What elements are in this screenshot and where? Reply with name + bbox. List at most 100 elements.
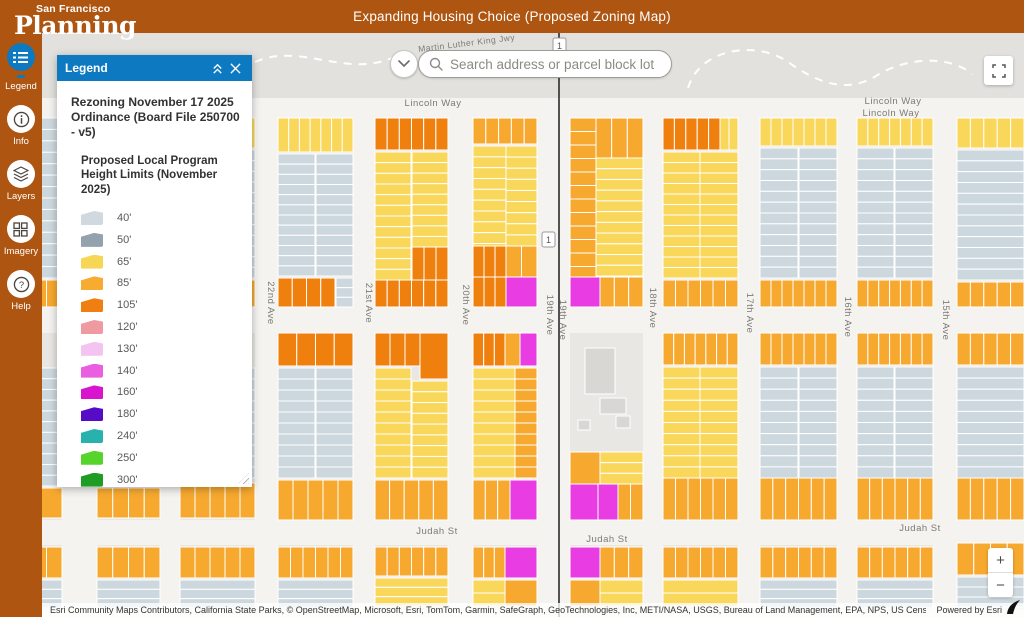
map-parcel[interactable] (798, 223, 838, 236)
map-parcel[interactable] (798, 444, 838, 457)
map-parcel[interactable] (889, 117, 901, 147)
map-parcel[interactable] (179, 579, 256, 590)
map-parcel[interactable] (798, 422, 838, 435)
map-parcel[interactable] (759, 477, 774, 521)
map-parcel[interactable] (956, 236, 1024, 249)
map-parcel[interactable] (725, 477, 739, 521)
map-parcel[interactable] (814, 279, 827, 308)
map-parcel[interactable] (894, 245, 934, 257)
map-parcel[interactable] (277, 173, 316, 185)
map-parcel[interactable] (798, 388, 838, 401)
map-parcel[interactable] (595, 254, 644, 266)
map-parcel[interactable] (386, 117, 400, 151)
map-parcel[interactable] (315, 234, 354, 246)
map-parcel[interactable] (194, 546, 211, 579)
map-parcel[interactable] (662, 399, 701, 412)
map-parcel[interactable] (320, 117, 333, 153)
map-parcel[interactable] (398, 546, 413, 577)
map-parcel[interactable] (277, 422, 316, 435)
map-parcel[interactable] (277, 332, 298, 367)
map-parcel[interactable] (759, 546, 774, 579)
map-parcel[interactable] (403, 479, 420, 521)
map-parcel[interactable] (472, 422, 516, 435)
map-parcel[interactable] (894, 366, 934, 379)
map-parcel[interactable] (374, 422, 412, 435)
map-parcel[interactable] (374, 183, 412, 196)
map-parcel[interactable] (374, 546, 388, 577)
map-parcel[interactable] (687, 546, 701, 579)
map-parcel[interactable] (867, 279, 880, 308)
map-parcel[interactable] (759, 332, 772, 366)
map-parcel[interactable] (956, 466, 1024, 479)
map-parcel[interactable] (505, 276, 538, 308)
map-parcel[interactable] (277, 204, 316, 216)
map-parcel[interactable] (291, 277, 307, 308)
map-parcel[interactable] (239, 482, 256, 519)
map-parcel[interactable] (956, 444, 1024, 457)
map-parcel[interactable] (772, 477, 787, 521)
map-parcel[interactable] (699, 214, 739, 226)
map-parcel[interactable] (472, 232, 507, 245)
map-parcel[interactable] (899, 279, 912, 308)
map-parcel[interactable] (856, 158, 895, 171)
map-parcel[interactable] (128, 546, 145, 579)
map-parcel[interactable] (894, 169, 934, 182)
map-parcel[interactable] (411, 183, 449, 195)
map-parcel[interactable] (803, 332, 816, 366)
map-parcel[interactable] (996, 332, 1012, 366)
map-parcel[interactable] (823, 546, 838, 579)
map-parcel[interactable] (798, 201, 838, 214)
map-parcel[interactable] (209, 546, 226, 579)
map-parcel[interactable] (505, 189, 538, 203)
map-parcel[interactable] (411, 402, 449, 414)
map-parcel[interactable] (485, 117, 500, 145)
help-tool-button[interactable]: ? (7, 270, 35, 298)
map-parcel[interactable] (662, 388, 701, 401)
map-parcel[interactable] (595, 243, 644, 256)
map-parcel[interactable] (712, 546, 726, 579)
map-parcel[interactable] (411, 235, 449, 248)
panel-resize-handle[interactable] (238, 473, 249, 484)
map-parcel[interactable] (699, 162, 739, 174)
map-parcel[interactable] (894, 455, 934, 468)
map-parcel[interactable] (894, 410, 934, 423)
map-parcel[interactable] (599, 276, 615, 308)
map-parcel[interactable] (599, 462, 644, 474)
map-parcel[interactable] (889, 279, 901, 308)
map-parcel[interactable] (699, 410, 739, 423)
map-parcel[interactable] (1010, 332, 1024, 366)
map-parcel[interactable] (856, 180, 895, 192)
map-parcel[interactable] (277, 378, 316, 391)
map-parcel[interactable] (504, 579, 538, 607)
legend-panel-header[interactable]: Legend (57, 55, 252, 81)
map-parcel[interactable] (662, 162, 701, 174)
map-parcel[interactable] (224, 546, 241, 579)
map-parcel[interactable] (759, 169, 799, 182)
map-parcel[interactable] (595, 189, 644, 202)
map-parcel[interactable] (96, 546, 114, 579)
map-parcel[interactable] (956, 192, 1024, 205)
map-parcel[interactable] (505, 145, 538, 158)
map-parcel[interactable] (759, 223, 799, 236)
map-parcel[interactable] (179, 546, 196, 579)
map-parcel[interactable] (856, 410, 895, 423)
map-parcel[interactable] (705, 332, 718, 366)
map-parcel[interactable] (277, 117, 290, 153)
map-parcel[interactable] (577, 419, 591, 431)
map-parcel[interactable] (411, 546, 425, 577)
map-parcel[interactable] (315, 194, 354, 206)
map-parcel[interactable] (770, 117, 783, 147)
map-parcel[interactable] (569, 483, 599, 521)
map-parcel[interactable] (894, 234, 934, 247)
map-parcel[interactable] (411, 380, 449, 393)
map-parcel[interactable] (630, 483, 644, 521)
map-parcel[interactable] (179, 588, 256, 600)
map-parcel[interactable] (759, 117, 772, 147)
map-parcel[interactable] (759, 399, 799, 412)
map-parcel[interactable] (374, 433, 412, 446)
map-parcel[interactable] (910, 332, 923, 366)
map-parcel[interactable] (856, 588, 934, 600)
map-parcel[interactable] (472, 411, 516, 424)
map-parcel[interactable] (699, 422, 739, 435)
map-parcel[interactable] (505, 212, 538, 225)
